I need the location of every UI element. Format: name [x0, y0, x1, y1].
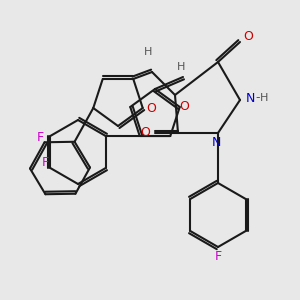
Text: O: O [243, 31, 253, 44]
Text: H: H [177, 62, 185, 72]
Text: O: O [179, 100, 189, 113]
Text: N: N [245, 92, 255, 104]
Text: F: F [214, 250, 222, 263]
Text: N: N [211, 136, 221, 149]
Text: O: O [140, 127, 150, 140]
Text: O: O [146, 101, 156, 115]
Text: F: F [42, 155, 49, 169]
Text: F: F [37, 131, 44, 144]
Text: -: - [256, 92, 260, 104]
Text: H: H [144, 47, 152, 57]
Text: H: H [260, 93, 268, 103]
